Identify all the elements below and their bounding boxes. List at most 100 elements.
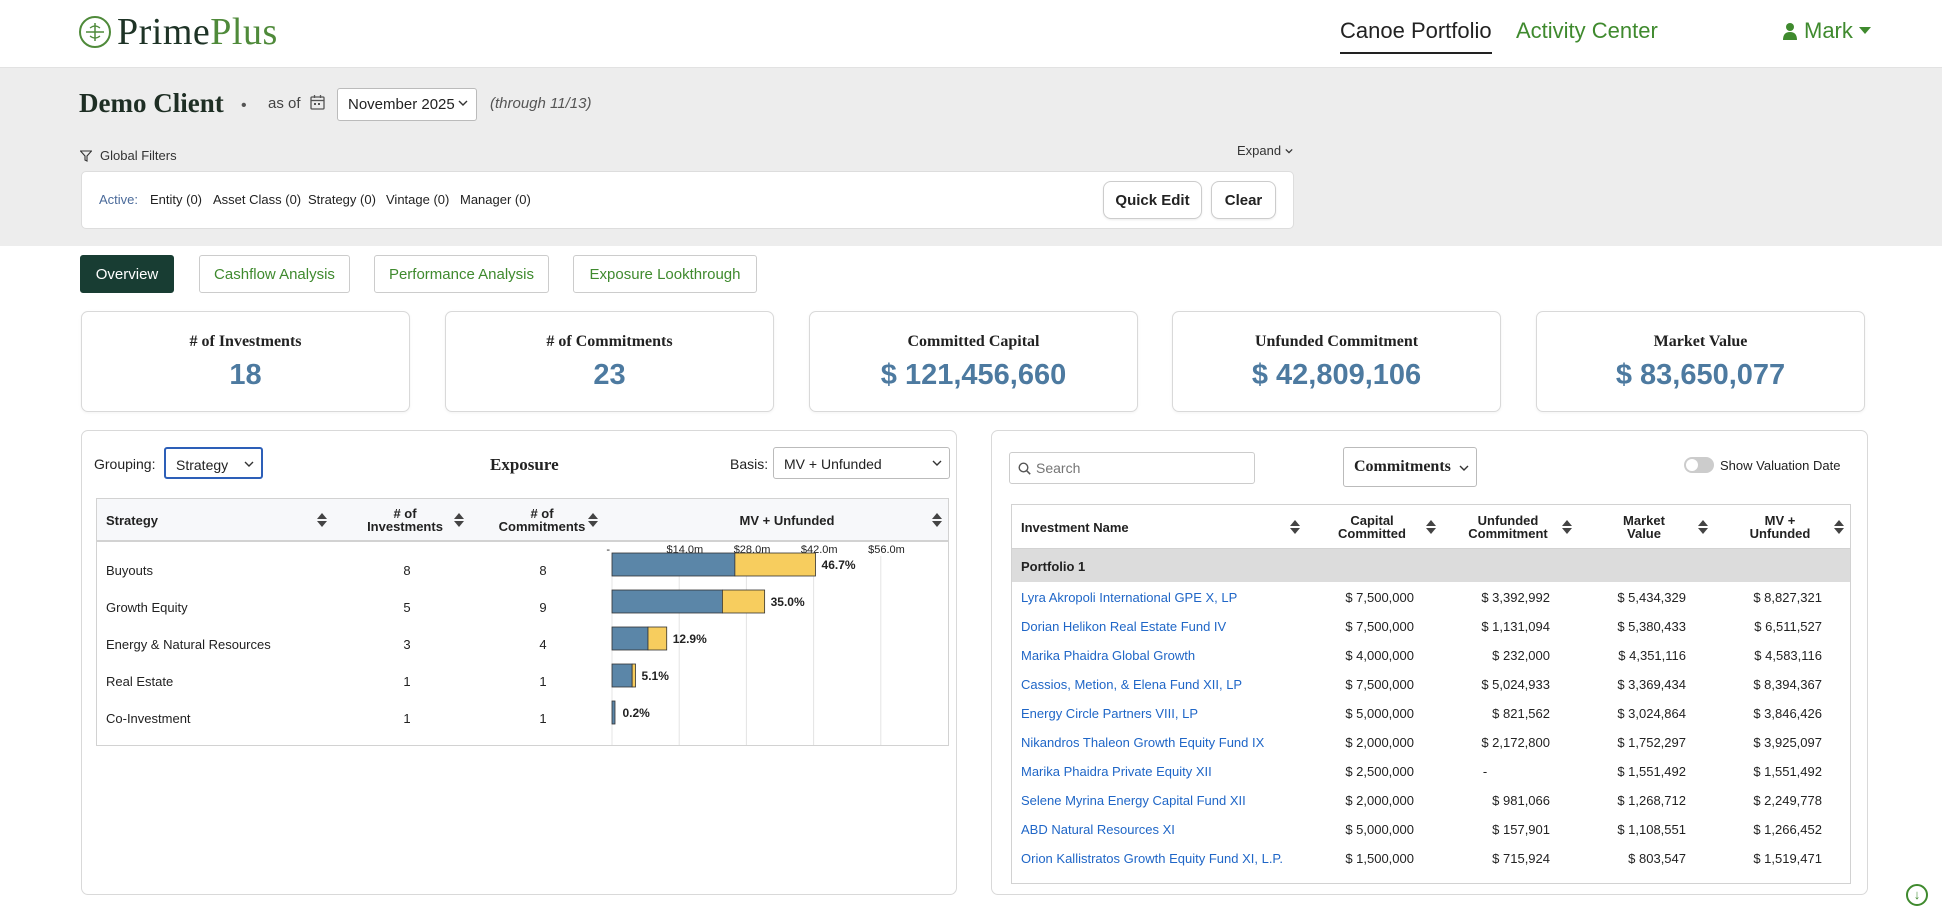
exposure-row[interactable]: Real Estate 1 1 [97, 662, 948, 699]
col-mv-unfunded[interactable]: MV + Unfunded [739, 513, 835, 528]
grouping-select[interactable]: Strategy [164, 447, 263, 479]
exposure-row[interactable]: Energy & Natural Resources 3 4 [97, 625, 948, 662]
user-name: Mark [1804, 18, 1853, 43]
investments-count: 1 [403, 674, 411, 689]
basis-select[interactable]: MV + Unfunded [773, 447, 950, 479]
unfunded-commitment: $ 821,562 [1492, 706, 1550, 721]
market-value: $ 5,434,329 [1617, 590, 1686, 605]
mv-unfunded: $ 1,519,471 [1753, 851, 1822, 866]
capital-committed: $ 7,500,000 [1345, 590, 1414, 605]
table-row: Cassios, Metion, & Elena Fund XII, LP $ … [1012, 670, 1850, 699]
market-value: $ 3,024,864 [1617, 706, 1686, 721]
capital-committed: $ 5,000,000 [1345, 822, 1414, 837]
sort-icon[interactable] [1834, 519, 1844, 535]
col-investment-name[interactable]: Investment Name [1021, 520, 1129, 535]
market-value: $ 803,547 [1628, 851, 1686, 866]
sort-icon[interactable] [1290, 519, 1300, 535]
exposure-row[interactable]: Growth Equity 5 9 [97, 588, 948, 625]
unfunded-commitment: $ 981,066 [1492, 793, 1550, 808]
col-strategy[interactable]: Strategy [106, 513, 159, 528]
bar-market-value [611, 626, 649, 651]
filter-chip-vintage[interactable]: Vintage (0) [386, 192, 450, 207]
user-icon [1783, 23, 1797, 40]
logo[interactable]: PrimePlus [79, 10, 278, 54]
investment-link[interactable]: Lyra Akropoli International GPE X, LP [1021, 590, 1238, 605]
col-mv-unfunded[interactable]: MV + Unfunded [1730, 514, 1830, 540]
investment-link[interactable]: Orion Kallistratos Growth Equity Fund XI… [1021, 851, 1284, 866]
tab-exposure-lookthrough[interactable]: Exposure Lookthrough [573, 255, 757, 293]
col-investments-line1: # of [393, 506, 417, 521]
sort-icon[interactable] [1562, 519, 1572, 535]
group-row-portfolio[interactable]: Portfolio 1 [1012, 549, 1850, 582]
search-input[interactable] [1036, 459, 1246, 477]
filter-chip-strategy[interactable]: Strategy (0) [308, 192, 376, 207]
table-row: Nikandros Thaleon Growth Equity Fund IX … [1012, 728, 1850, 757]
quick-edit-button[interactable]: Quick Edit [1103, 181, 1202, 219]
commitments-count: 9 [539, 600, 547, 615]
sort-icon[interactable] [317, 512, 327, 528]
sort-icon[interactable] [1426, 519, 1436, 535]
investment-link[interactable]: Marika Phaidra Private Equity XII [1021, 764, 1212, 779]
sort-icon[interactable] [1698, 519, 1708, 535]
global-filters-label: Global Filters [100, 148, 177, 163]
filter-chip-manager[interactable]: Manager (0) [460, 192, 531, 207]
period-select[interactable]: November 2025 [337, 88, 477, 121]
investment-link[interactable]: Selene Myrina Energy Capital Fund XII [1021, 793, 1246, 808]
investment-link[interactable]: Dorian Helikon Real Estate Fund IV [1021, 619, 1227, 634]
investment-link[interactable]: ABD Natural Resources XI [1021, 822, 1175, 837]
nav-activity-center[interactable]: Activity Center [1516, 18, 1658, 43]
investment-link[interactable]: Marika Phaidra Global Growth [1021, 648, 1196, 663]
mv-unfunded: $ 4,583,116 [1754, 648, 1822, 663]
exposure-row[interactable]: Buyouts 8 8 [97, 551, 948, 588]
chevron-down-icon [458, 100, 468, 106]
show-valuation-date-toggle[interactable] [1684, 457, 1714, 473]
search-box[interactable] [1009, 452, 1255, 484]
market-value: $ 5,380,433 [1617, 619, 1686, 634]
tab-cashflow-analysis[interactable]: Cashflow Analysis [199, 255, 350, 293]
through-date: (through 11/13) [490, 95, 592, 112]
investment-link[interactable]: Energy Circle Partners VIII, LP [1021, 706, 1199, 721]
filter-icon [80, 149, 92, 162]
search-icon [1018, 462, 1031, 475]
kpi-value: $ 83,650,077 [1615, 359, 1786, 391]
nav-canoe-portfolio[interactable]: Canoe Portfolio [1340, 18, 1492, 54]
bar-market-value [611, 700, 616, 725]
kpi-label: Market Value [1653, 333, 1748, 350]
sort-icon[interactable] [932, 512, 942, 528]
market-value: $ 1,752,297 [1617, 735, 1686, 750]
table-row: Selene Myrina Energy Capital Fund XII $ … [1012, 786, 1850, 815]
bar-unfunded [734, 552, 816, 577]
unfunded-commitment: $ 5,024,933 [1481, 677, 1550, 692]
sort-icon[interactable] [588, 512, 598, 528]
global-filters-toggle[interactable]: Global Filters [80, 148, 177, 163]
chevron-down-icon [1459, 465, 1469, 471]
col-market-value[interactable]: Market Value [1594, 514, 1694, 540]
expand-button[interactable]: Expand [1237, 143, 1293, 158]
user-menu[interactable]: Mark [1782, 18, 1871, 44]
view-select[interactable]: Commitments [1343, 447, 1477, 487]
sort-icon[interactable] [454, 512, 464, 528]
bar-unfunded [647, 626, 668, 651]
exposure-row[interactable]: Co-Investment 1 1 [97, 699, 948, 736]
top-header: PrimePlus Canoe Portfolio Activity Cente… [0, 0, 1942, 68]
market-value: $ 1,551,492 [1617, 764, 1686, 779]
tab-performance-analysis[interactable]: Performance Analysis [374, 255, 549, 293]
col-unfunded-commitment[interactable]: Unfunded Commitment [1458, 514, 1558, 540]
client-name: Demo Client [79, 88, 224, 118]
scroll-down-icon[interactable]: ↓ [1906, 884, 1928, 906]
clear-button[interactable]: Clear [1211, 181, 1276, 219]
kpi-card-unfunded-commitment: Unfunded Commitment $ 42,809,106 [1172, 311, 1501, 412]
investment-link[interactable]: Cassios, Metion, & Elena Fund XII, LP [1021, 677, 1243, 692]
unfunded-commitment: - [1482, 764, 1488, 779]
investment-link[interactable]: Nikandros Thaleon Growth Equity Fund IX [1021, 735, 1265, 750]
bar-unfunded [722, 589, 766, 614]
col-commitments[interactable]: # of Commitments [492, 507, 592, 533]
filter-chip-asset-class[interactable]: Asset Class (0) [213, 192, 302, 207]
investments-count: 8 [403, 563, 411, 578]
col-capital-committed[interactable]: Capital Committed [1322, 514, 1422, 540]
kpi-card-commitments: # of Commitments 23 [445, 311, 774, 412]
table-row: Marika Phaidra Private Equity XII $ 2,50… [1012, 757, 1850, 786]
tab-overview[interactable]: Overview [80, 255, 174, 293]
col-investments[interactable]: # of Investments [365, 507, 445, 533]
filter-chip-entity[interactable]: Entity (0) [150, 192, 203, 207]
